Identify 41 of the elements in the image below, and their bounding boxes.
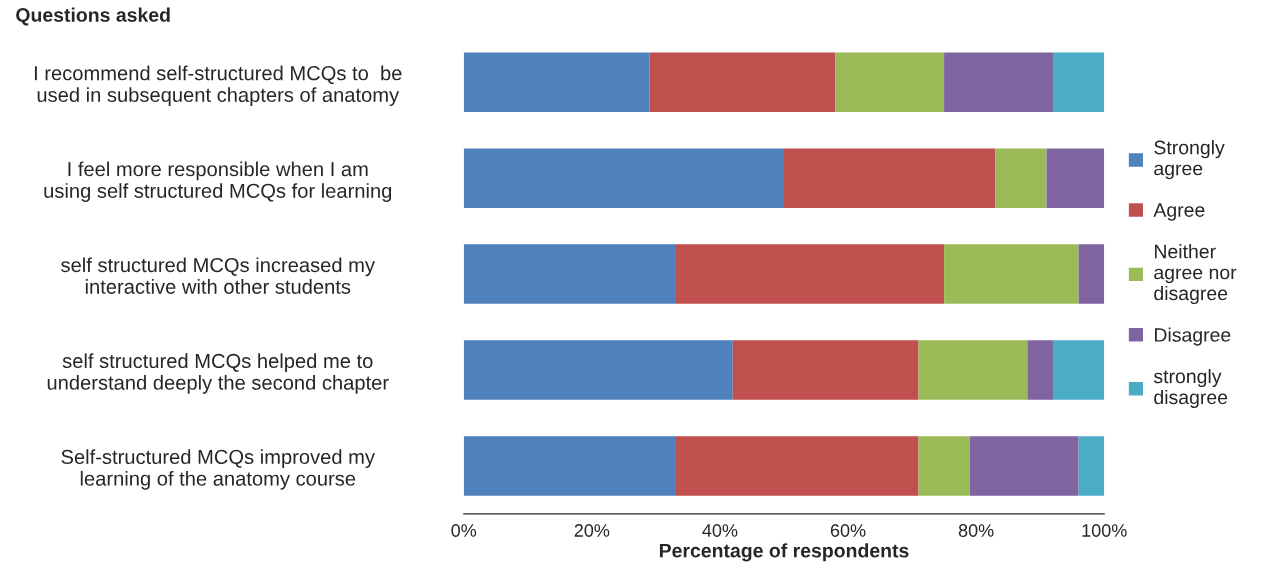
bar xyxy=(675,244,945,304)
y-tick-label: I recommend self-structured MCQs to be used in subsequent chapters of anatomy xyxy=(34,65,402,107)
bar xyxy=(463,52,650,112)
bar xyxy=(918,340,1028,400)
legend-label: Disagree xyxy=(1155,327,1231,346)
bar xyxy=(783,148,996,208)
bar xyxy=(463,148,784,208)
y-tick-label: Self-structured MCQs improved my learning of the anatomy course xyxy=(61,449,375,490)
bar xyxy=(1027,340,1053,400)
bar xyxy=(969,436,1079,496)
x-axis-title: Percentage of respondents xyxy=(659,543,909,562)
bar xyxy=(835,52,945,112)
y-tick-label: self structured MCQs helped me to understand deeply the second chapter xyxy=(47,353,389,394)
bar xyxy=(1052,340,1105,400)
bar xyxy=(463,244,676,304)
bar xyxy=(944,244,1079,304)
legend-label: Agree xyxy=(1153,203,1205,221)
x-tick-label: 60% xyxy=(830,524,866,537)
legend-label: Neither agree nor disagree xyxy=(1154,244,1237,305)
legend-label: Strongly agree xyxy=(1154,140,1225,180)
bar xyxy=(1052,52,1105,112)
bar xyxy=(918,436,970,496)
x-tick-label: 100% xyxy=(1082,524,1127,537)
bar xyxy=(1078,244,1105,304)
bar xyxy=(1046,148,1105,208)
bar xyxy=(463,340,733,400)
bar xyxy=(732,340,919,400)
bar xyxy=(463,436,676,496)
x-tick-label: 80% xyxy=(958,524,994,537)
x-tick-label: 40% xyxy=(702,524,738,537)
bar xyxy=(675,436,919,496)
x-tick-label: 0% xyxy=(451,524,477,537)
bar xyxy=(944,52,1053,112)
bar xyxy=(649,52,836,112)
bar xyxy=(995,148,1047,208)
x-tick-label: 20% xyxy=(574,524,610,537)
y-axis-title: Questions asked xyxy=(16,7,170,26)
legend-label: strongly disagree xyxy=(1153,368,1228,409)
y-tick-label: I feel more responsible when I am using self structured MCQs for learning xyxy=(44,161,392,202)
bar xyxy=(1078,436,1105,496)
y-tick-label: self structured MCQs increased my interactive with other students xyxy=(61,257,375,294)
